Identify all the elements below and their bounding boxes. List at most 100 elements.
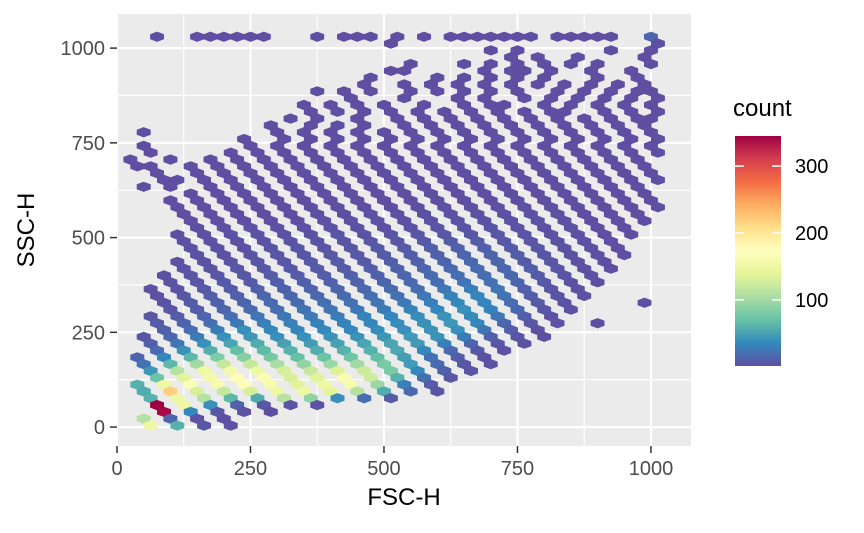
hex-bin bbox=[303, 174, 318, 186]
hex-bin bbox=[563, 195, 578, 206]
hex-bin bbox=[337, 290, 351, 302]
hex-bin bbox=[457, 168, 471, 179]
hex-bin bbox=[630, 181, 645, 192]
hex-bin bbox=[437, 338, 452, 349]
hex-bin bbox=[270, 386, 285, 397]
hex-bin bbox=[517, 284, 532, 295]
hex-bin bbox=[190, 249, 205, 261]
hex-bin bbox=[330, 311, 345, 322]
hex-bin bbox=[383, 147, 398, 158]
hex-bin bbox=[417, 236, 431, 247]
hex-bin bbox=[530, 79, 545, 90]
hex-bin bbox=[343, 297, 358, 308]
hex-bin bbox=[330, 174, 345, 186]
hex-bin bbox=[584, 188, 599, 199]
hex-bin bbox=[443, 318, 458, 329]
hex-bin bbox=[437, 202, 452, 213]
hex-bin bbox=[403, 195, 418, 206]
hex-bin bbox=[190, 304, 205, 315]
hex-bin bbox=[290, 215, 305, 227]
hex-bin bbox=[157, 297, 171, 308]
hex-bin bbox=[430, 249, 445, 261]
hex-bin bbox=[337, 345, 351, 356]
hex-bin bbox=[163, 181, 178, 192]
hex-bin bbox=[403, 304, 418, 315]
hex-bin bbox=[490, 311, 505, 322]
hex-bin bbox=[510, 195, 525, 206]
hex-bin bbox=[370, 243, 385, 254]
hex-bin bbox=[523, 290, 538, 302]
hex-bin bbox=[337, 372, 351, 383]
hex-bin bbox=[383, 65, 398, 76]
hex-bin bbox=[263, 243, 278, 254]
hex-bin bbox=[317, 243, 332, 254]
hex-bin bbox=[377, 277, 391, 288]
hex-bin bbox=[243, 140, 258, 151]
hex-bin bbox=[277, 229, 292, 240]
hex-bin bbox=[437, 365, 452, 377]
hex-bin bbox=[263, 161, 278, 172]
hex-bin bbox=[510, 277, 525, 288]
hex-bin bbox=[283, 181, 298, 192]
hex-bin bbox=[197, 174, 211, 186]
hex-bin bbox=[457, 304, 471, 315]
hex-bin bbox=[510, 140, 525, 151]
hex-bin bbox=[283, 372, 298, 383]
hex-bin bbox=[584, 215, 599, 227]
hex-bin bbox=[537, 72, 552, 83]
hex-bin bbox=[570, 52, 585, 63]
hex-bin bbox=[457, 331, 471, 342]
hex-bin bbox=[383, 393, 398, 404]
hex-bin bbox=[557, 297, 572, 308]
hex-bin bbox=[650, 93, 665, 104]
hex-bin bbox=[430, 140, 445, 151]
hex-bin bbox=[390, 31, 405, 42]
hex-bin bbox=[577, 263, 592, 274]
hex-bin bbox=[216, 359, 231, 370]
hex-bin bbox=[544, 147, 559, 158]
hex-bin bbox=[330, 365, 345, 377]
hex-bin bbox=[597, 106, 612, 117]
hex-bin bbox=[157, 379, 171, 390]
hex-bin bbox=[644, 99, 658, 111]
hex-bin bbox=[470, 236, 485, 247]
hex-bin bbox=[330, 256, 345, 267]
hex-bin bbox=[450, 243, 465, 254]
hex-bin bbox=[523, 208, 538, 220]
hex-bin bbox=[203, 318, 218, 329]
hex-bin bbox=[457, 359, 471, 370]
hex-bin bbox=[590, 31, 605, 42]
legend-tick-label: 100 bbox=[795, 290, 828, 312]
hex-bin bbox=[644, 127, 658, 138]
hex-bin bbox=[523, 263, 538, 274]
hex-bin bbox=[424, 161, 438, 172]
hex-bin bbox=[330, 120, 345, 131]
hex-bin bbox=[263, 324, 278, 336]
hex-bin bbox=[357, 106, 372, 117]
hex-bin bbox=[563, 31, 578, 42]
hex-bin bbox=[443, 345, 458, 356]
hex-bin bbox=[624, 106, 639, 117]
hex-bin bbox=[290, 243, 305, 254]
hex-bin bbox=[337, 154, 351, 165]
hex-bin bbox=[317, 379, 332, 390]
hex-bin bbox=[317, 161, 332, 172]
hex-bin bbox=[243, 359, 258, 370]
hex-bin bbox=[310, 86, 325, 97]
hex-bin bbox=[170, 393, 185, 404]
hex-bin bbox=[637, 188, 652, 199]
hex-bin bbox=[563, 222, 578, 233]
hex-bin bbox=[483, 58, 498, 70]
hex-bin bbox=[303, 311, 318, 322]
hex-bin bbox=[216, 386, 231, 397]
hex-bin bbox=[504, 297, 518, 308]
hex-bin bbox=[390, 113, 405, 124]
hex-bin bbox=[237, 270, 252, 281]
hex-bin bbox=[357, 133, 372, 145]
hex-bin bbox=[317, 188, 332, 199]
hex-bin bbox=[363, 263, 378, 274]
hex-bin bbox=[323, 331, 338, 342]
hex-bin bbox=[477, 215, 492, 227]
hex-bin bbox=[457, 86, 471, 97]
hex-bin bbox=[504, 243, 518, 254]
